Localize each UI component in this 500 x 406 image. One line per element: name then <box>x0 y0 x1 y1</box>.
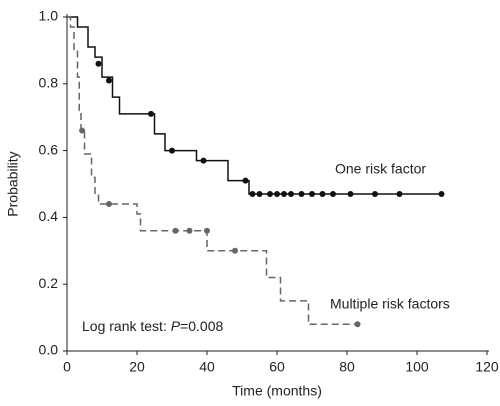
x-tick-label: 0 <box>63 359 71 375</box>
censor-mark <box>396 191 403 198</box>
y-tick-label: 0.8 <box>39 75 59 91</box>
series-label: One risk factor <box>335 161 426 177</box>
x-tick-label: 60 <box>269 359 285 375</box>
y-tick-label: 0.6 <box>39 141 59 157</box>
censor-mark <box>372 191 378 198</box>
y-tick-label: 0.2 <box>39 275 59 291</box>
censor-mark <box>249 191 256 198</box>
censor-mark <box>186 227 193 234</box>
censor-mark <box>200 157 207 164</box>
y-tick-label: 0.4 <box>39 208 59 224</box>
x-tick-label: 40 <box>199 359 215 375</box>
x-tick-label: 20 <box>129 359 145 375</box>
series-label: Multiple risk factors <box>330 296 450 312</box>
annotation-part: P <box>171 318 181 334</box>
censor-mark <box>309 191 315 198</box>
censor-mark <box>288 191 294 198</box>
x-tick-label: 120 <box>475 359 499 375</box>
censor-mark <box>319 191 326 198</box>
censor-mark <box>169 147 175 154</box>
censor-mark <box>79 127 86 134</box>
censor-mark <box>267 191 273 198</box>
censor-mark <box>172 227 179 234</box>
censor-mark <box>281 191 287 198</box>
censor-mark <box>242 177 249 184</box>
censor-mark <box>106 77 112 84</box>
y-tick-label: 1.0 <box>39 8 59 24</box>
y-tick-label: 0.0 <box>39 342 59 358</box>
censor-mark <box>298 191 305 198</box>
annotation: Log rank test: P=0.008 <box>82 318 223 334</box>
x-axis-title: Time (months) <box>232 383 322 399</box>
censor-mark <box>330 191 336 198</box>
x-tick-label: 100 <box>405 359 429 375</box>
annotation-part: Log rank test: <box>82 318 171 334</box>
censor-mark <box>204 227 210 234</box>
survival-curve <box>67 16 442 195</box>
x-tick-label: 80 <box>339 359 355 375</box>
censor-mark <box>256 191 263 198</box>
y-axis-title: Probability <box>5 151 21 216</box>
censor-mark <box>274 191 280 198</box>
censor-mark <box>232 247 238 254</box>
censor-mark <box>148 110 154 117</box>
survival-curve <box>67 16 358 326</box>
censor-mark <box>354 321 361 328</box>
censor-mark <box>438 191 445 198</box>
censor-mark <box>347 191 354 198</box>
censor-mark <box>95 60 102 67</box>
annotation-part: =0.008 <box>180 318 223 334</box>
censor-mark <box>106 201 112 208</box>
